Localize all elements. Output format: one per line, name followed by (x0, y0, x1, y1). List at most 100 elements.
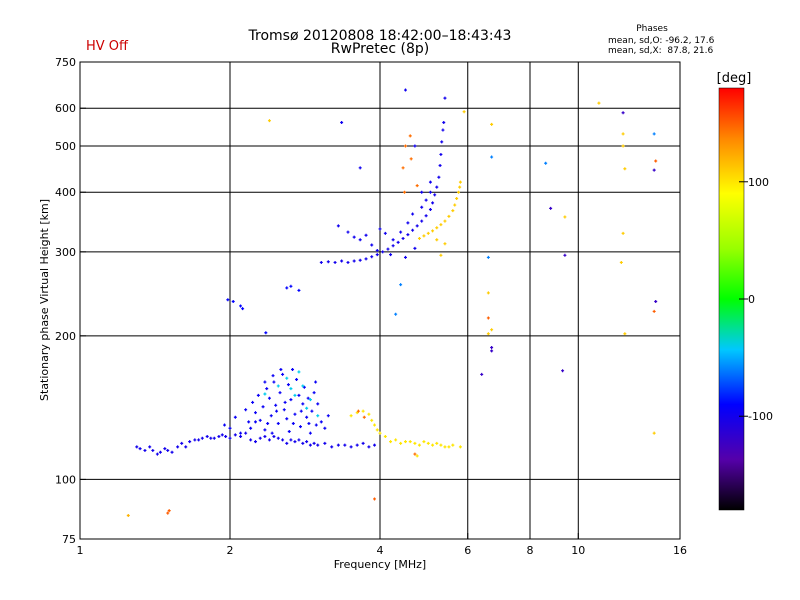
y-axis-label: Stationary phase Virtual Height [km] (38, 199, 51, 401)
data-point (151, 449, 154, 452)
data-point (457, 191, 460, 194)
data-point (281, 438, 284, 441)
data-point (367, 445, 370, 448)
data-point (418, 237, 421, 240)
data-point (301, 402, 304, 405)
data-point (241, 307, 244, 310)
data-point (439, 444, 442, 447)
data-point (299, 425, 302, 428)
data-point (193, 438, 196, 441)
data-point (239, 432, 242, 435)
data-point (268, 397, 271, 400)
data-point (287, 383, 290, 386)
data-point (163, 447, 166, 450)
data-point (443, 242, 446, 245)
data-point (429, 208, 432, 211)
data-point (156, 453, 159, 456)
data-point (487, 291, 490, 294)
data-point (309, 444, 312, 447)
data-point (340, 259, 343, 262)
data-point (359, 259, 362, 262)
data-point (263, 435, 266, 438)
data-point (487, 256, 490, 259)
data-point (373, 424, 376, 427)
data-point (544, 162, 547, 165)
data-point (459, 445, 462, 448)
data-point (422, 440, 425, 443)
data-point (323, 442, 326, 445)
data-point (244, 408, 247, 411)
data-point (490, 328, 493, 331)
data-point (277, 437, 280, 440)
x-tick-label: 10 (571, 544, 585, 557)
data-point (229, 427, 232, 430)
data-point (653, 169, 656, 172)
data-point (188, 440, 191, 443)
data-point (416, 454, 419, 457)
x-tick-label: 8 (527, 544, 534, 557)
data-point (305, 440, 308, 443)
data-point (226, 298, 229, 301)
data-point (404, 89, 407, 92)
x-axis-ticks: 1 2 4 6 8 10 16 (77, 533, 688, 557)
data-point (399, 283, 402, 286)
data-point (370, 255, 373, 258)
colorbar-tick-label: 100 (748, 176, 769, 189)
data-point (291, 368, 294, 371)
data-point (244, 432, 247, 435)
data-point (386, 248, 389, 251)
data-point (413, 144, 416, 147)
data-point (406, 233, 409, 236)
data-point (654, 300, 657, 303)
data-point (399, 231, 402, 234)
hv-status-label: HV Off (86, 39, 129, 54)
data-point (327, 260, 330, 263)
data-point (320, 420, 323, 423)
data-point (404, 144, 407, 147)
data-point (394, 313, 397, 316)
data-point (379, 227, 382, 230)
data-point (411, 213, 414, 216)
data-point (234, 416, 237, 419)
data-point (362, 410, 365, 413)
data-point (249, 438, 252, 441)
data-point (316, 444, 319, 447)
data-point (337, 444, 340, 447)
data-point (370, 244, 373, 247)
data-point (289, 398, 292, 401)
data-point (223, 424, 226, 427)
data-point (353, 259, 356, 262)
data-point (653, 310, 656, 313)
data-point (563, 215, 566, 218)
data-point (346, 261, 349, 264)
data-point (622, 232, 625, 235)
data-point (334, 261, 337, 264)
colorbar-tick-label: 0 (748, 293, 755, 306)
data-point (206, 435, 209, 438)
data-point (441, 129, 444, 132)
data-point (297, 289, 300, 292)
data-point (443, 220, 446, 223)
colorbar-label: [deg] (717, 71, 752, 86)
data-point (293, 440, 296, 443)
x-tick-label: 16 (673, 544, 687, 557)
data-point (389, 253, 392, 256)
y-tick-label: 300 (55, 246, 76, 259)
data-point (309, 432, 312, 435)
data-point (381, 250, 384, 253)
data-point (490, 349, 493, 352)
data-point (289, 285, 292, 288)
y-tick-label: 500 (55, 140, 76, 153)
data-point (239, 435, 242, 438)
data-point (143, 449, 146, 452)
data-points (127, 89, 657, 517)
data-point (394, 438, 397, 441)
data-point (376, 253, 379, 256)
x-axis-label: Frequency [MHz] (334, 558, 426, 571)
data-point (435, 226, 438, 229)
data-point (350, 445, 353, 448)
data-point (159, 451, 162, 454)
data-point (346, 231, 349, 234)
data-point (622, 144, 625, 147)
data-point (272, 374, 275, 377)
